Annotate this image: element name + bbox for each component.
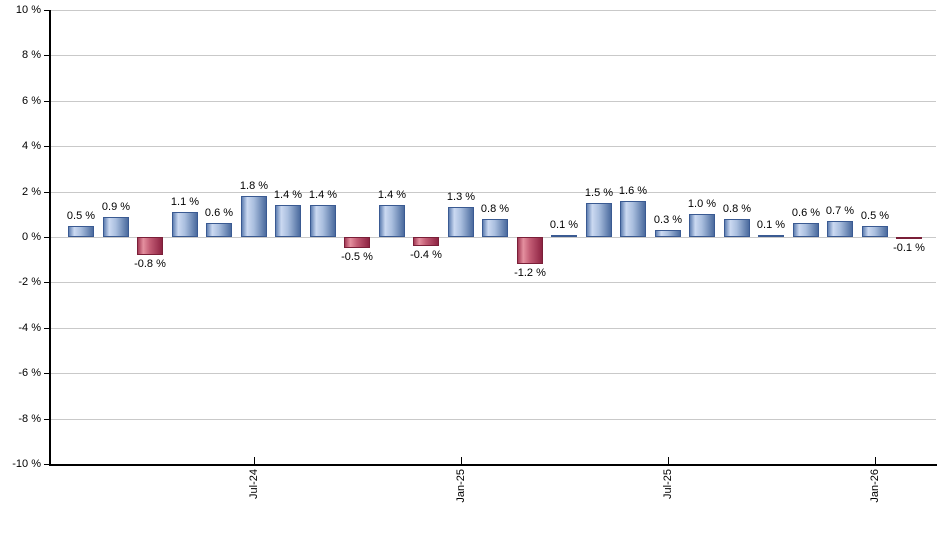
bar-value-label: 0.1 % (549, 219, 579, 231)
bar-positive (586, 203, 612, 237)
gridline (50, 419, 936, 420)
x-axis-tick (461, 457, 462, 464)
y-axis-tick (44, 282, 50, 283)
bar-value-label: -0.1 % (893, 242, 925, 254)
bar-positive (482, 219, 508, 237)
y-axis-tick (44, 192, 50, 193)
y-axis-label: 4 % (22, 140, 41, 152)
bar-negative (137, 237, 163, 255)
x-axis-label: Jul-25 (662, 469, 674, 499)
bar-positive (172, 212, 198, 237)
bar-value-label: 0.5 % (66, 210, 96, 222)
gridline (50, 373, 936, 374)
y-axis-label: 2 % (22, 186, 41, 198)
y-axis-label: -6 % (18, 367, 41, 379)
x-axis-tick (254, 457, 255, 464)
y-axis-label: 8 % (22, 49, 41, 61)
x-axis-label: Jul-24 (248, 469, 260, 499)
bar-value-label: 0.6 % (204, 207, 234, 219)
bar-value-label: 1.3 % (446, 191, 476, 203)
y-axis-label: -10 % (12, 458, 41, 470)
bar-positive (310, 205, 336, 237)
bar-positive (620, 201, 646, 237)
gridline (50, 10, 936, 11)
bar-value-label: 0.3 % (653, 214, 683, 226)
bar-positive (448, 207, 474, 237)
gridline (50, 192, 936, 193)
bar-positive (724, 219, 750, 237)
y-axis-label: 10 % (15, 4, 41, 16)
bar-value-label: 1.4 % (377, 189, 407, 201)
bar-value-label: -0.8 % (134, 258, 166, 270)
y-axis-label: -8 % (18, 413, 41, 425)
bar-value-label: -1.2 % (514, 267, 546, 279)
bar-value-label: 0.9 % (101, 201, 131, 213)
bar-value-label: 1.0 % (687, 198, 717, 210)
y-axis-tick (44, 101, 50, 102)
y-axis-tick (44, 146, 50, 147)
bar-negative (517, 237, 543, 264)
bar-positive (655, 230, 681, 237)
x-axis-label: Jan-25 (455, 469, 467, 503)
bar-value-label: 1.4 % (273, 189, 303, 201)
gridline (50, 282, 936, 283)
x-axis-line (50, 464, 937, 466)
y-axis-label: 0 % (22, 231, 41, 243)
y-axis-label: -2 % (18, 276, 41, 288)
bar-positive (862, 226, 888, 237)
bar-negative (413, 237, 439, 246)
y-axis-tick (44, 464, 50, 465)
x-axis-tick (875, 457, 876, 464)
bar-positive (379, 205, 405, 237)
x-axis-label: Jan-26 (869, 469, 881, 503)
y-axis-line (49, 10, 51, 466)
bar-positive (793, 223, 819, 237)
y-axis-tick (44, 55, 50, 56)
bar-positive (206, 223, 232, 237)
gridline (50, 237, 936, 238)
bar-value-label: 0.6 % (791, 207, 821, 219)
y-axis-tick (44, 373, 50, 374)
bar-negative (896, 237, 922, 239)
bar-value-label: 0.8 % (722, 203, 752, 215)
bar-positive (103, 217, 129, 237)
gridline (50, 328, 936, 329)
bar-value-label: 0.7 % (825, 205, 855, 217)
bar-negative (344, 237, 370, 248)
y-axis-tick (44, 328, 50, 329)
bar-value-label: 1.5 % (584, 187, 614, 199)
y-axis-tick (44, 10, 50, 11)
y-axis-tick (44, 419, 50, 420)
bar-positive (827, 221, 853, 237)
y-axis-tick (44, 237, 50, 238)
bar-value-label: -0.4 % (410, 249, 442, 261)
bar-value-label: 1.1 % (170, 196, 200, 208)
bar-positive (689, 214, 715, 237)
bar-value-label: 1.4 % (308, 189, 338, 201)
bar-value-label: 0.5 % (860, 210, 890, 222)
bar-positive (68, 226, 94, 237)
x-axis-tick (668, 457, 669, 464)
bar-value-label: 1.8 % (239, 180, 269, 192)
gridline (50, 101, 936, 102)
bar-positive (241, 196, 267, 237)
bar-value-label: -0.5 % (341, 251, 373, 263)
bar-value-label: 0.1 % (756, 219, 786, 231)
y-axis-label: 6 % (22, 95, 41, 107)
y-axis-label: -4 % (18, 322, 41, 334)
gridline (50, 55, 936, 56)
gridline (50, 146, 936, 147)
bar-value-label: 1.6 % (618, 185, 648, 197)
bar-positive (551, 235, 577, 237)
bar-positive (758, 235, 784, 237)
bar-positive (275, 205, 301, 237)
bar-value-label: 0.8 % (480, 203, 510, 215)
